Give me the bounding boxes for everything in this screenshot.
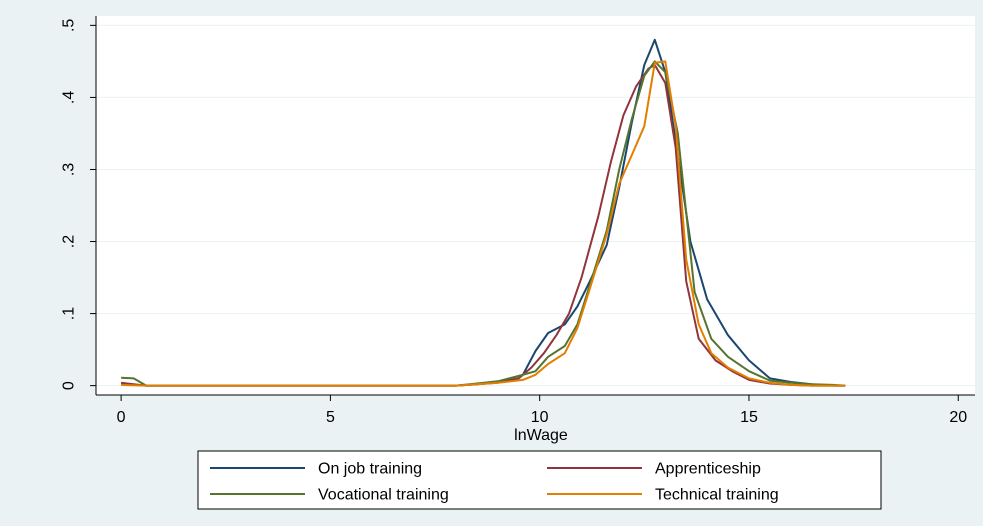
x-axis-title: lnWage bbox=[514, 427, 568, 444]
legend: On job training Apprenticeship Vocational … bbox=[197, 450, 882, 510]
plot-area bbox=[96, 16, 975, 395]
legend-label-1: On job training bbox=[318, 461, 422, 478]
x-tick-label: 15 bbox=[740, 409, 758, 426]
series-line-4 bbox=[121, 60, 846, 387]
y-tick-label: .5 bbox=[61, 19, 78, 32]
legend-label-4: Technical training bbox=[655, 487, 779, 504]
axes bbox=[95, 16, 975, 396]
x-tick-label: 10 bbox=[531, 409, 549, 426]
legend-box bbox=[197, 450, 882, 510]
x-tick-label: 0 bbox=[117, 409, 126, 426]
tick-marks: 0 .1 .2 .3 .4 .5 0 5 10 15 20 bbox=[61, 19, 968, 426]
y-tick-label: .2 bbox=[61, 235, 78, 248]
y-tick-label: 0 bbox=[61, 381, 78, 390]
x-tick-label: 20 bbox=[949, 409, 967, 426]
series-lines bbox=[120, 38, 846, 387]
legend-label-2: Apprenticeship bbox=[655, 461, 761, 478]
x-tick-label: 5 bbox=[326, 409, 335, 426]
y-tick-label: .4 bbox=[61, 91, 78, 104]
y-tick-label: .1 bbox=[61, 307, 78, 320]
y-tick-label: .3 bbox=[61, 163, 78, 176]
legend-label-3: Vocational training bbox=[318, 487, 449, 504]
